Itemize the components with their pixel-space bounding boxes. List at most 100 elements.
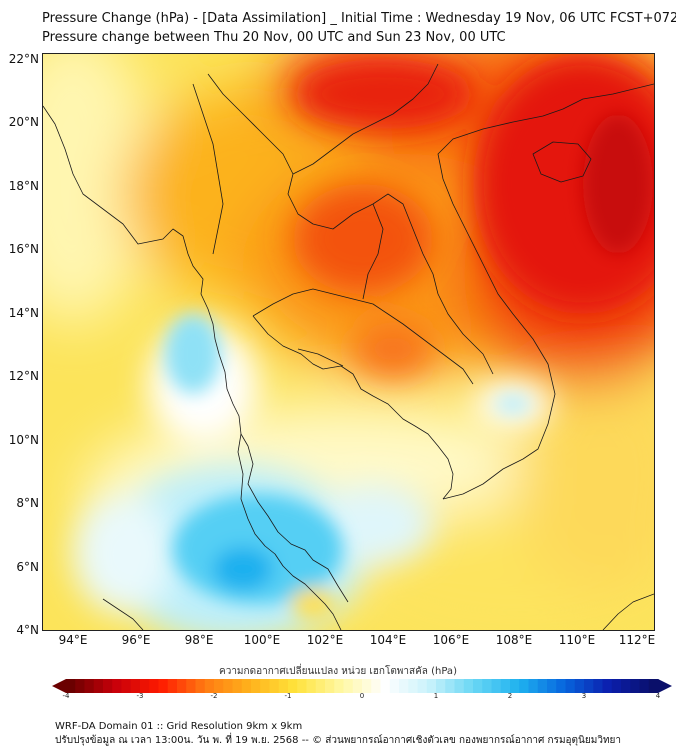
colorbar-cell xyxy=(251,679,261,693)
credit-line: ปรับปรุงข้อมูล ณ เวลา 13:00น. วัน พ. ที่… xyxy=(55,735,622,746)
lon-label: 98°E xyxy=(184,633,214,647)
colorbar-cell xyxy=(306,679,317,693)
map-canvas xyxy=(43,54,654,630)
colorbar-cell xyxy=(325,679,335,693)
lat-label: 4°N xyxy=(16,623,39,637)
lon-label: 106°E xyxy=(432,633,470,647)
colorbar-cell xyxy=(84,679,95,693)
colorbar-cell xyxy=(500,679,511,693)
colorbar-cell xyxy=(223,679,234,693)
lon-label: 108°E xyxy=(495,633,533,647)
colorbar-cell xyxy=(389,679,400,693)
lon-label: 100°E xyxy=(243,633,281,647)
title-line-1: Pressure Change (hPa) - [Data Assimilati… xyxy=(42,11,676,26)
colorbar-cell xyxy=(343,679,354,693)
colorbar-tick-label: 4 xyxy=(655,692,661,700)
colorbar-cell xyxy=(639,679,650,693)
colorbar-cell xyxy=(510,679,520,693)
colorbar-cell xyxy=(158,679,169,693)
lat-label: 20°N xyxy=(8,115,39,129)
colorbar-cell xyxy=(167,679,178,693)
colorbar-cell xyxy=(66,679,76,693)
colorbar-cell xyxy=(602,679,613,693)
colorbar-cell xyxy=(195,679,206,693)
colorbar-tick-label: -2 xyxy=(210,692,218,700)
colorbar-cell xyxy=(278,679,289,693)
colorbar-cell xyxy=(547,679,557,693)
title-line-2: Pressure change between Thu 20 Nov, 00 U… xyxy=(42,30,506,45)
colorbar-title: ความกดอากาศเปลี่ยนแปลง หน่วย เฮกโตพาสคัล… xyxy=(219,666,457,677)
footer: WRF-DA Domain 01 :: Grid Resolution 9km … xyxy=(55,720,621,748)
colorbar-tick-label: 2 xyxy=(507,692,513,700)
colorbar-cell xyxy=(241,679,252,693)
lat-label: 12°N xyxy=(8,369,39,383)
colorbar-cell xyxy=(482,679,493,693)
lon-label: 112°E xyxy=(618,633,656,647)
colorbar-cell xyxy=(297,679,308,693)
colorbar-tick-label: -4 xyxy=(62,692,70,700)
lat-label: 14°N xyxy=(8,306,39,320)
colorbar-tick-label: 0 xyxy=(359,692,365,700)
lon-label: 94°E xyxy=(58,633,88,647)
colorbar-cell xyxy=(103,679,113,693)
colorbar-cell xyxy=(288,679,298,693)
colorbar-cell xyxy=(130,679,141,693)
colorbar-cell xyxy=(537,679,548,693)
lon-label: 104°E xyxy=(369,633,407,647)
lat-label: 18°N xyxy=(8,179,39,193)
colorbar-cell xyxy=(648,679,659,693)
colorbar-cell xyxy=(380,679,391,693)
lat-label: 10°N xyxy=(8,433,39,447)
colorbar-min-arrow xyxy=(52,679,66,693)
colorbar-cell xyxy=(75,679,86,693)
colorbar-cell xyxy=(584,679,594,693)
pressure-change-map xyxy=(42,53,655,631)
colorbar-cell xyxy=(436,679,446,693)
colorbar-cell xyxy=(362,679,372,693)
colorbar-cell xyxy=(260,679,271,693)
colorbar-cell xyxy=(621,679,631,693)
lon-label: 96°E xyxy=(121,633,151,647)
colorbar-cell xyxy=(112,679,123,693)
lon-label: 102°E xyxy=(306,633,344,647)
colorbar-cell xyxy=(574,679,585,693)
colorbar-cell xyxy=(149,679,160,693)
colorbar-cell xyxy=(454,679,465,693)
lat-label: 8°N xyxy=(16,496,39,510)
model-info: WRF-DA Domain 01 :: Grid Resolution 9km … xyxy=(55,721,303,732)
lat-label: 22°N xyxy=(8,52,39,66)
colorbar-cell xyxy=(611,679,622,693)
colorbar-cell xyxy=(334,679,345,693)
colorbar-cell xyxy=(399,679,409,693)
colorbar-cell xyxy=(352,679,363,693)
map-title: Pressure Change (hPa) - [Data Assimilati… xyxy=(42,9,676,47)
colorbar-tick-label: -1 xyxy=(284,692,292,700)
colorbar-cell xyxy=(463,679,474,693)
colorbar-cell xyxy=(593,679,604,693)
colorbar-tick-label: -3 xyxy=(136,692,144,700)
colorbar-cell xyxy=(473,679,483,693)
colorbar-cell xyxy=(630,679,641,693)
colorbar xyxy=(52,679,672,693)
pressure-field xyxy=(43,54,654,630)
colorbar-cell xyxy=(214,679,224,693)
colorbar-cell xyxy=(565,679,576,693)
lat-label: 16°N xyxy=(8,242,39,256)
colorbar-cell xyxy=(417,679,428,693)
lat-label: 6°N xyxy=(16,560,39,574)
colorbar-max-arrow xyxy=(658,679,672,693)
colorbar-cell xyxy=(186,679,197,693)
lon-label: 110°E xyxy=(558,633,596,647)
colorbar-cell xyxy=(204,679,215,693)
colorbar-cell xyxy=(426,679,437,693)
colorbar-cell xyxy=(528,679,539,693)
colorbar-cell xyxy=(445,679,456,693)
colorbar-tick-label: 1 xyxy=(433,692,439,700)
colorbar-cell xyxy=(140,679,150,693)
colorbar-cell xyxy=(315,679,326,693)
colorbar-cell xyxy=(491,679,502,693)
coastlines-and-borders xyxy=(43,63,654,630)
colorbar-tick-label: 3 xyxy=(581,692,587,700)
colorbar-cell xyxy=(519,679,530,693)
colorbar-cell xyxy=(269,679,280,693)
